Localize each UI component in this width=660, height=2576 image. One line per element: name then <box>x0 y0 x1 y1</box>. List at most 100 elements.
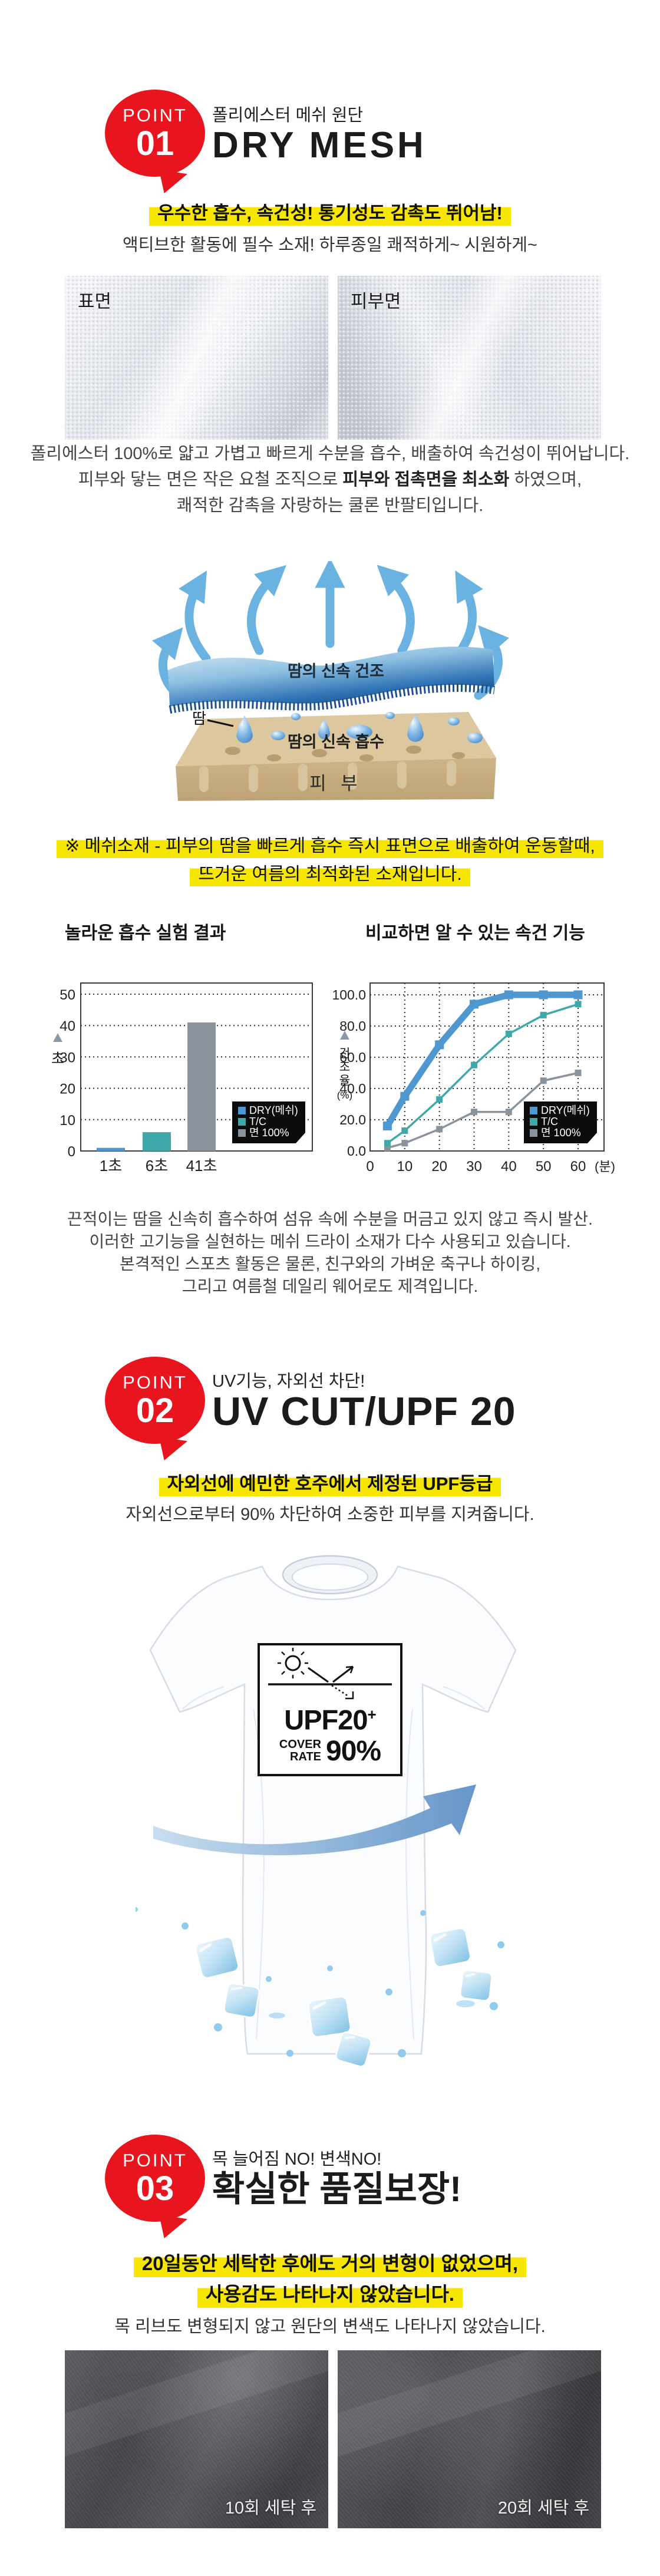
upf-plus: + <box>367 1706 377 1723</box>
point3-lead: 목 리브도 변형되지 않고 원단의 변색도 나타나지 않았습니다. <box>114 2317 546 2336</box>
water-splashes <box>136 1907 504 2057</box>
diagram-skin-label: 피 부 <box>309 773 362 794</box>
point3-highlight-line2-wrap: 사용감도 나타나지 않았습니다. <box>0 2277 660 2308</box>
point2-highlight-line: 자외선에 예민한 호주에서 제정된 UPF등급 <box>0 1467 660 1496</box>
point1-header: 폴리에스터 메쉬 원단 DRY MESH <box>212 101 427 165</box>
closing-line1: 끈적이는 땀을 신속히 흡수하여 섬유 속에 수분을 머금고 있지 않고 즉시 … <box>67 1210 593 1228</box>
sweat-diagram: 땀의 신속 건조 땀 땀의 신속 흡수 피 부 <box>152 561 509 801</box>
sweat-drops <box>236 712 483 743</box>
wash-photo-20-label: 20회 세탁 후 <box>497 2499 589 2518</box>
point1-note-line1-wrap: ※ 메쉬소재 - 피부의 땀을 빠르게 흡수 즉시 표면으로 배출하여 운동할때… <box>0 830 660 858</box>
fabric-skin-label: 피부면 <box>351 291 401 312</box>
svg-text:면 100%: 면 100% <box>249 1127 289 1139</box>
point1-closing: 끈적이는 땀을 신속히 흡수하여 섬유 속에 수분을 머금고 있지 않고 즉시 … <box>0 1208 660 1298</box>
point2-badge-tail <box>159 1437 187 1460</box>
svg-text:6초: 6초 <box>146 1157 168 1175</box>
bar-chart-canvas: 0 10 20 30 40 50 1초 6초 41초 초 DRY(메쉬)T/C면 100% <box>51 982 313 1175</box>
svg-text:1초: 1초 <box>100 1157 122 1175</box>
svg-text:60.0: 60.0 <box>339 1050 366 1065</box>
svg-text:20: 20 <box>431 1159 447 1175</box>
tshirt-illustration <box>136 1555 517 2067</box>
point3-badge-bubble: POINT 03 <box>105 2135 205 2222</box>
cover-word: COVER <box>279 1738 322 1752</box>
drying-line-chart: 비교하면 알 수 있는 속건 기능 0 10 20 30 40 50 60 (분) 0.0 20.… <box>333 917 622 1182</box>
desc-line2-post: 하였으며, <box>509 470 582 489</box>
point3-badge-label: POINT <box>123 2150 187 2171</box>
point2-subtitle: UV기능, 자외선 차단! <box>212 1372 365 1391</box>
bar-chart-title: 놀라운 흡수 실험 결과 <box>65 923 226 943</box>
svg-text:30: 30 <box>466 1159 482 1175</box>
point3-highlight-line1: 20일동안 세탁한 후에도 거의 변형이 없었으며, <box>133 2247 527 2277</box>
point3-badge-tail <box>159 2215 187 2238</box>
wash-photo-20: 20회 세탁 후 <box>338 2350 601 2528</box>
point1-description: 폴리에스터 100%로 얇고 가볍고 빠르게 수분을 흡수, 배출하여 속건성이… <box>0 441 660 519</box>
point1-note-line1: ※ 메쉬소재 - 피부의 땀을 빠르게 흡수 즉시 표면으로 배출하여 운동할때… <box>57 830 603 858</box>
svg-text:80.0: 80.0 <box>339 1018 366 1034</box>
svg-text:50: 50 <box>60 987 75 1003</box>
svg-text:41초: 41초 <box>186 1157 217 1175</box>
svg-text:율: 율 <box>339 1074 350 1087</box>
ice-cubes <box>194 1927 493 2067</box>
fabric-layer <box>168 647 494 707</box>
point1-note-line2-wrap: 뜨거운 여름의 최적화된 소재입니다. <box>0 858 660 886</box>
cover-rate-value: 90% <box>326 1735 381 1767</box>
point2-header: UV기능, 자외선 차단! UV CUT/UPF 20 <box>212 1367 516 1434</box>
point1-highlight-line: 우수한 흡수, 속건성! 통기성도 감촉도 뛰어남! <box>0 197 660 226</box>
point2-badge-bubble: POINT 02 <box>105 1357 205 1444</box>
rate-word: RATE <box>290 1750 322 1764</box>
upf-badge-box: UPF20+ COVER RATE 90% <box>258 1643 402 1776</box>
diagram-dry-label: 땀의 신속 건조 <box>288 662 384 680</box>
svg-text:DRY(메쉬): DRY(메쉬) <box>541 1104 590 1116</box>
svg-text:40: 40 <box>60 1018 75 1034</box>
wash-photo-10-label: 10회 세탁 후 <box>225 2499 316 2518</box>
fabric-photo-surface: 표면 <box>65 276 328 440</box>
svg-text:100.0: 100.0 <box>333 987 366 1002</box>
svg-text:조: 조 <box>339 1061 350 1074</box>
point2-badge: POINT 02 <box>105 1357 205 1460</box>
point1-desc-line1: 폴리에스터 100%로 얇고 가볍고 빠르게 수분을 흡수, 배출하여 속건성이… <box>30 444 630 463</box>
absorption-bar-chart: 놀라운 흡수 실험 결과 0 10 20 30 40 50 1초 6초 41초 초 DRY(메쉬) T… <box>41 917 330 1182</box>
point1-subtitle: 폴리에스터 메쉬 원단 <box>212 106 364 125</box>
point3-subtitle: 목 늘어짐 NO! 변색NO! <box>212 2150 382 2169</box>
wash-photo-10: 10회 세탁 후 <box>65 2350 328 2528</box>
fabric-photo-skin-side: 피부면 <box>338 276 601 440</box>
point1-highlight: 우수한 흡수, 속건성! 통기성도 감촉도 뛰어남! <box>149 197 511 226</box>
point1-badge-label: POINT <box>123 105 187 126</box>
svg-text:40.0: 40.0 <box>339 1081 366 1096</box>
svg-text:60: 60 <box>570 1159 586 1175</box>
svg-text:초: 초 <box>51 1051 64 1067</box>
point3-title: 확실한 품질보장! <box>212 2169 462 2209</box>
point1-desc-line2: 피부와 닿는 면은 작은 요철 조직으로 피부와 접촉면을 최소화 하였으며, <box>0 467 660 493</box>
svg-text:50: 50 <box>536 1159 552 1175</box>
closing-line3: 본격적인 스포츠 활동은 물론, 친구와의 가벼운 축구나 하이킹, <box>119 1255 541 1273</box>
point3-badge: POINT 03 <box>105 2135 205 2238</box>
svg-text:20.0: 20.0 <box>339 1112 366 1127</box>
svg-text:T/C: T/C <box>541 1116 558 1127</box>
point3-badge-number: 03 <box>136 2169 174 2208</box>
svg-text:T/C: T/C <box>249 1116 266 1127</box>
sweat-pointer-line <box>207 719 234 727</box>
upf-rating-text: UPF20 <box>284 1704 368 1736</box>
cover-rate-row: COVER RATE 90% <box>260 1735 400 1767</box>
cool-swoosh-arrow <box>153 1785 476 1856</box>
point2-badge-label: POINT <box>123 1372 187 1393</box>
tshirt-body <box>149 1565 517 2055</box>
point2-badge-number: 02 <box>136 1391 174 1430</box>
svg-text:0.0: 0.0 <box>347 1143 366 1159</box>
point1-badge-bubble: POINT 01 <box>105 90 205 177</box>
point3-highlight-line1-wrap: 20일동안 세탁한 후에도 거의 변형이 없었으며, <box>0 2247 660 2277</box>
svg-text:(%): (%) <box>337 1090 352 1101</box>
svg-text:10: 10 <box>397 1159 412 1175</box>
point2-title: UV CUT/UPF 20 <box>212 1389 516 1434</box>
svg-text:면 100%: 면 100% <box>541 1127 581 1139</box>
svg-text:20: 20 <box>60 1081 75 1097</box>
svg-text:DRY(메쉬): DRY(메쉬) <box>249 1104 298 1116</box>
point2-lead: 자외선으로부터 90% 차단하여 소중한 피부를 지켜줍니다. <box>126 1505 534 1524</box>
point2-highlight: 자외선에 예민한 호주에서 제정된 UPF등급 <box>159 1467 501 1496</box>
diagram-sweat-label: 땀 <box>192 710 206 727</box>
point1-badge-number: 01 <box>136 124 174 163</box>
svg-text:0: 0 <box>366 1159 374 1175</box>
point1-desc-line3: 쾌적한 감촉을 자랑하는 쿨론 반팔티입니다. <box>176 496 484 515</box>
closing-line2: 이러한 고기능을 실현하는 메쉬 드라이 소재가 다수 사용되고 있습니다. <box>89 1232 571 1251</box>
